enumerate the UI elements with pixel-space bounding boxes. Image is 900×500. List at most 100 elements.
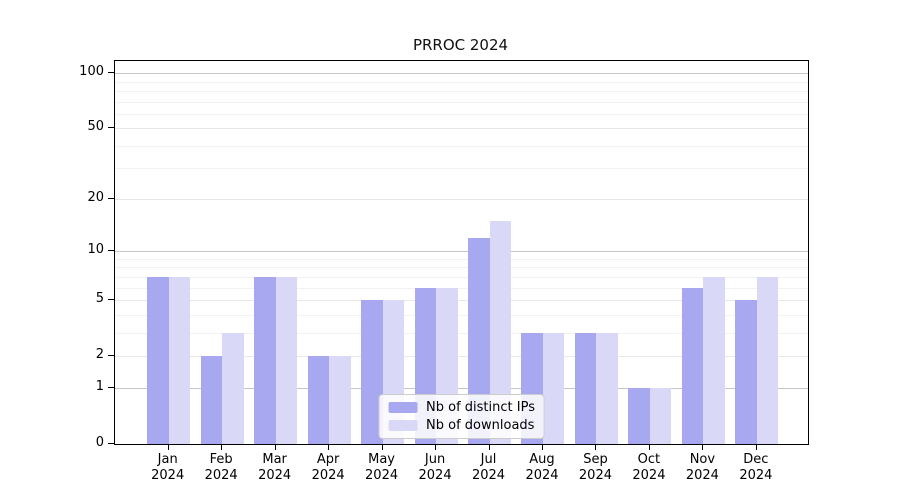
gridline-major-20 (115, 199, 808, 201)
chart-title: PRROC 2024 (412, 36, 509, 54)
x-tick-month: Feb (209, 452, 233, 467)
y-tick-label-20: 20 (87, 190, 104, 206)
gridline-minor-80 (115, 90, 808, 92)
x-tick-year: 2024 (685, 468, 719, 483)
x-tick-label-jan: Jan 2024 (138, 452, 198, 484)
x-tick-aug (541, 444, 543, 450)
bar-nov-distinct-ips (681, 287, 704, 444)
gridline-minor-6 (115, 287, 808, 289)
gridline-minor-70 (115, 101, 808, 103)
bar-sep-distinct-ips (574, 332, 597, 444)
y-tick-label-10: 10 (87, 242, 104, 258)
x-tick-year: 2024 (471, 468, 506, 483)
y-tick-5 (108, 299, 114, 301)
x-tick-month: Mar (262, 452, 287, 467)
bar-mar-distinct-ips (254, 276, 276, 444)
bar-feb-distinct-ips (200, 355, 223, 444)
bar-may-distinct-ips (361, 300, 383, 444)
gridline-minor-7 (115, 276, 808, 278)
x-tick-label-aug: Aug 2024 (512, 452, 572, 484)
x-tick-month: Jul (480, 452, 497, 467)
x-tick-sep (595, 444, 597, 450)
x-tick-label-mar: Mar 2024 (245, 452, 305, 484)
x-tick-year: 2024 (632, 468, 666, 483)
legend-label-distinct-ips: Nb of distinct IPs (426, 400, 535, 415)
x-tick-label-may: May 2024 (352, 452, 412, 484)
x-tick-year: 2024 (418, 468, 452, 483)
x-tick-label-dec: Dec 2024 (726, 452, 786, 484)
x-tick-jul (488, 444, 490, 450)
y-tick-label-2: 2 (95, 346, 104, 362)
legend-item-distinct-ips: Nb of distinct IPs (388, 400, 535, 415)
bar-dec-distinct-ips (735, 300, 757, 444)
x-tick-year: 2024 (525, 468, 559, 483)
bar-mar-downloads (275, 276, 298, 444)
x-tick-label-nov: Nov 2024 (672, 452, 732, 484)
x-tick-jun (435, 444, 437, 450)
x-tick-year: 2024 (311, 468, 345, 483)
bar-jan-distinct-ips (147, 276, 169, 444)
legend-swatch-downloads (388, 420, 418, 431)
x-tick-dec (755, 444, 757, 450)
gridline-minor-4 (115, 314, 808, 316)
gridline-minor-60 (115, 113, 808, 115)
x-tick-year: 2024 (151, 468, 185, 483)
y-tick-label-100: 100 (79, 64, 104, 80)
gridline-minor-90 (115, 81, 808, 83)
bar-jan-downloads (168, 276, 191, 444)
x-tick-label-jul: Jul 2024 (459, 452, 519, 484)
x-tick-label-jun: Jun 2024 (405, 452, 465, 484)
x-tick-may (381, 444, 383, 450)
x-tick-year: 2024 (578, 468, 612, 483)
x-tick-month: Sep (583, 452, 608, 467)
gridline-minor-9 (115, 259, 808, 260)
gridline-major-1 (115, 388, 808, 390)
x-tick-nov (702, 444, 704, 450)
gridline-minor-30 (115, 168, 808, 170)
bar-oct-downloads (649, 388, 672, 444)
bar-aug-downloads (542, 332, 565, 444)
bar-nov-downloads (703, 276, 725, 444)
bar-apr-downloads (329, 355, 351, 444)
x-tick-label-feb: Feb 2024 (191, 452, 251, 484)
y-tick-label-1: 1 (95, 379, 104, 395)
gridline-major-2 (115, 355, 808, 357)
bar-jul-downloads (489, 221, 512, 444)
x-tick-oct (648, 444, 650, 450)
bar-jul-distinct-ips (468, 237, 490, 444)
gridline-major-5 (115, 300, 808, 302)
y-tick-100 (108, 72, 114, 74)
x-tick-year: 2024 (365, 468, 399, 483)
y-tick-2 (108, 354, 114, 356)
bar-oct-distinct-ips (628, 388, 650, 444)
x-tick-month: Jan (157, 452, 178, 467)
x-tick-label-apr: Apr 2024 (298, 452, 358, 484)
x-tick-month: Jun (424, 452, 446, 467)
y-tick-50 (108, 127, 114, 129)
y-tick-label-50: 50 (87, 119, 104, 135)
gridline-minor-40 (115, 145, 808, 147)
bar-feb-downloads (222, 332, 244, 444)
x-tick-jan (167, 444, 169, 450)
y-tick-1 (108, 387, 114, 389)
x-tick-apr (328, 444, 330, 450)
legend-swatch-distinct-ips (388, 402, 418, 413)
legend-item-downloads: Nb of downloads (388, 418, 535, 433)
gridline-major-100 (115, 73, 808, 75)
y-tick-label-5: 5 (95, 291, 104, 307)
x-tick-label-oct: Oct 2024 (619, 452, 679, 484)
gridline-major-10 (115, 251, 808, 253)
x-tick-month: Dec (743, 452, 769, 467)
bar-sep-downloads (596, 332, 618, 444)
legend-label-downloads: Nb of downloads (426, 418, 535, 433)
x-tick-year: 2024 (739, 468, 773, 483)
x-tick-month: Nov (689, 452, 716, 467)
y-tick-0 (108, 443, 114, 444)
y-tick-20 (108, 198, 114, 200)
x-tick-month: Oct (637, 452, 661, 467)
gridline-minor-8 (115, 267, 808, 269)
legend: Nb of distinct IPs Nb of downloads (378, 394, 545, 439)
x-tick-month: Aug (529, 452, 555, 467)
y-tick-10 (108, 250, 114, 252)
